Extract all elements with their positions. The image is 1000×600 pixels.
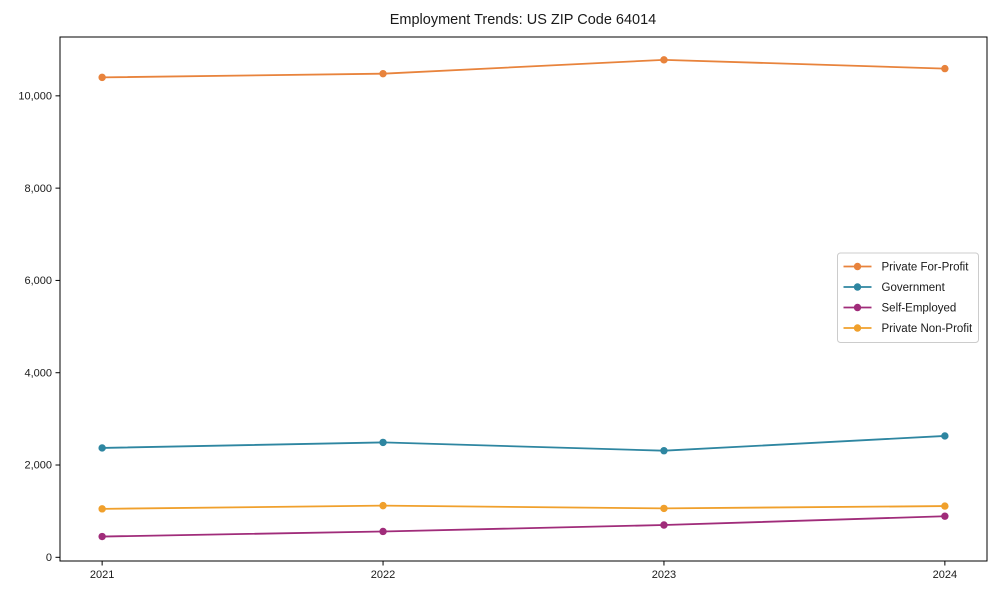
series-layer [98,56,949,541]
x-tick-label: 2022 [371,569,395,581]
series-line-private-for-profit [102,58,945,79]
y-tick-label: 10,000 [18,90,52,102]
legend-item-self-employed: Self-Employed [843,302,957,314]
axis-ticks: 0 2,000 4,000 6,000 8,000 10,000 2021 2022 2023 2… [18,90,957,581]
data-point-self-employed [941,512,949,520]
legend-box [837,252,979,343]
plot-frame [59,36,988,562]
y-tick-label: 2,000 [24,460,52,472]
y-tick-label: 8,000 [24,183,52,195]
data-point-government [379,438,387,447]
series-line-government [102,435,945,452]
data-point-self-employed [660,521,668,529]
data-point-government [660,447,668,455]
data-point-private-for-profit [98,73,106,82]
legend-marker-icon [853,303,862,312]
data-point-self-employed [379,527,387,536]
data-point-private-non-profit [941,502,949,510]
data-point-private-for-profit [660,56,668,64]
data-point-private-non-profit [660,504,668,513]
y-tick-label: 0 [46,552,52,564]
plot-border [59,36,988,562]
legend-marker-icon [853,324,862,332]
x-tick-label: 2021 [90,569,114,581]
legend-item-government: Government [843,282,946,294]
series-line-private-non-profit [102,504,945,510]
data-point-government [98,444,106,452]
legend: Private For-Profit Government Self-Employe… [837,252,979,343]
data-point-government [941,432,949,440]
legend-marker-icon [853,283,862,291]
x-tick-label: 2024 [933,569,957,581]
data-point-self-employed [98,532,106,541]
y-tick-label: 4,000 [24,367,52,379]
legend-label: Government [882,282,946,294]
data-point-private-for-profit [941,64,949,73]
data-point-private-non-profit [98,505,106,513]
legend-item-private-non-profit: Private Non-Profit [843,323,974,335]
legend-label: Self-Employed [882,302,957,314]
legend-label: Private For-Profit [882,261,970,273]
series-line-self-employed [102,515,945,538]
data-point-private-for-profit [379,69,387,78]
legend-item-private-for-profit: Private For-Profit [843,261,970,273]
x-tick-label: 2023 [652,569,676,581]
legend-marker-icon [853,262,862,271]
y-tick-label: 6,000 [24,275,52,287]
chart-title: Employment Trends: US ZIP Code 64014 [390,12,657,28]
data-point-private-non-profit [379,501,387,510]
legend-label: Private Non-Profit [882,323,974,335]
